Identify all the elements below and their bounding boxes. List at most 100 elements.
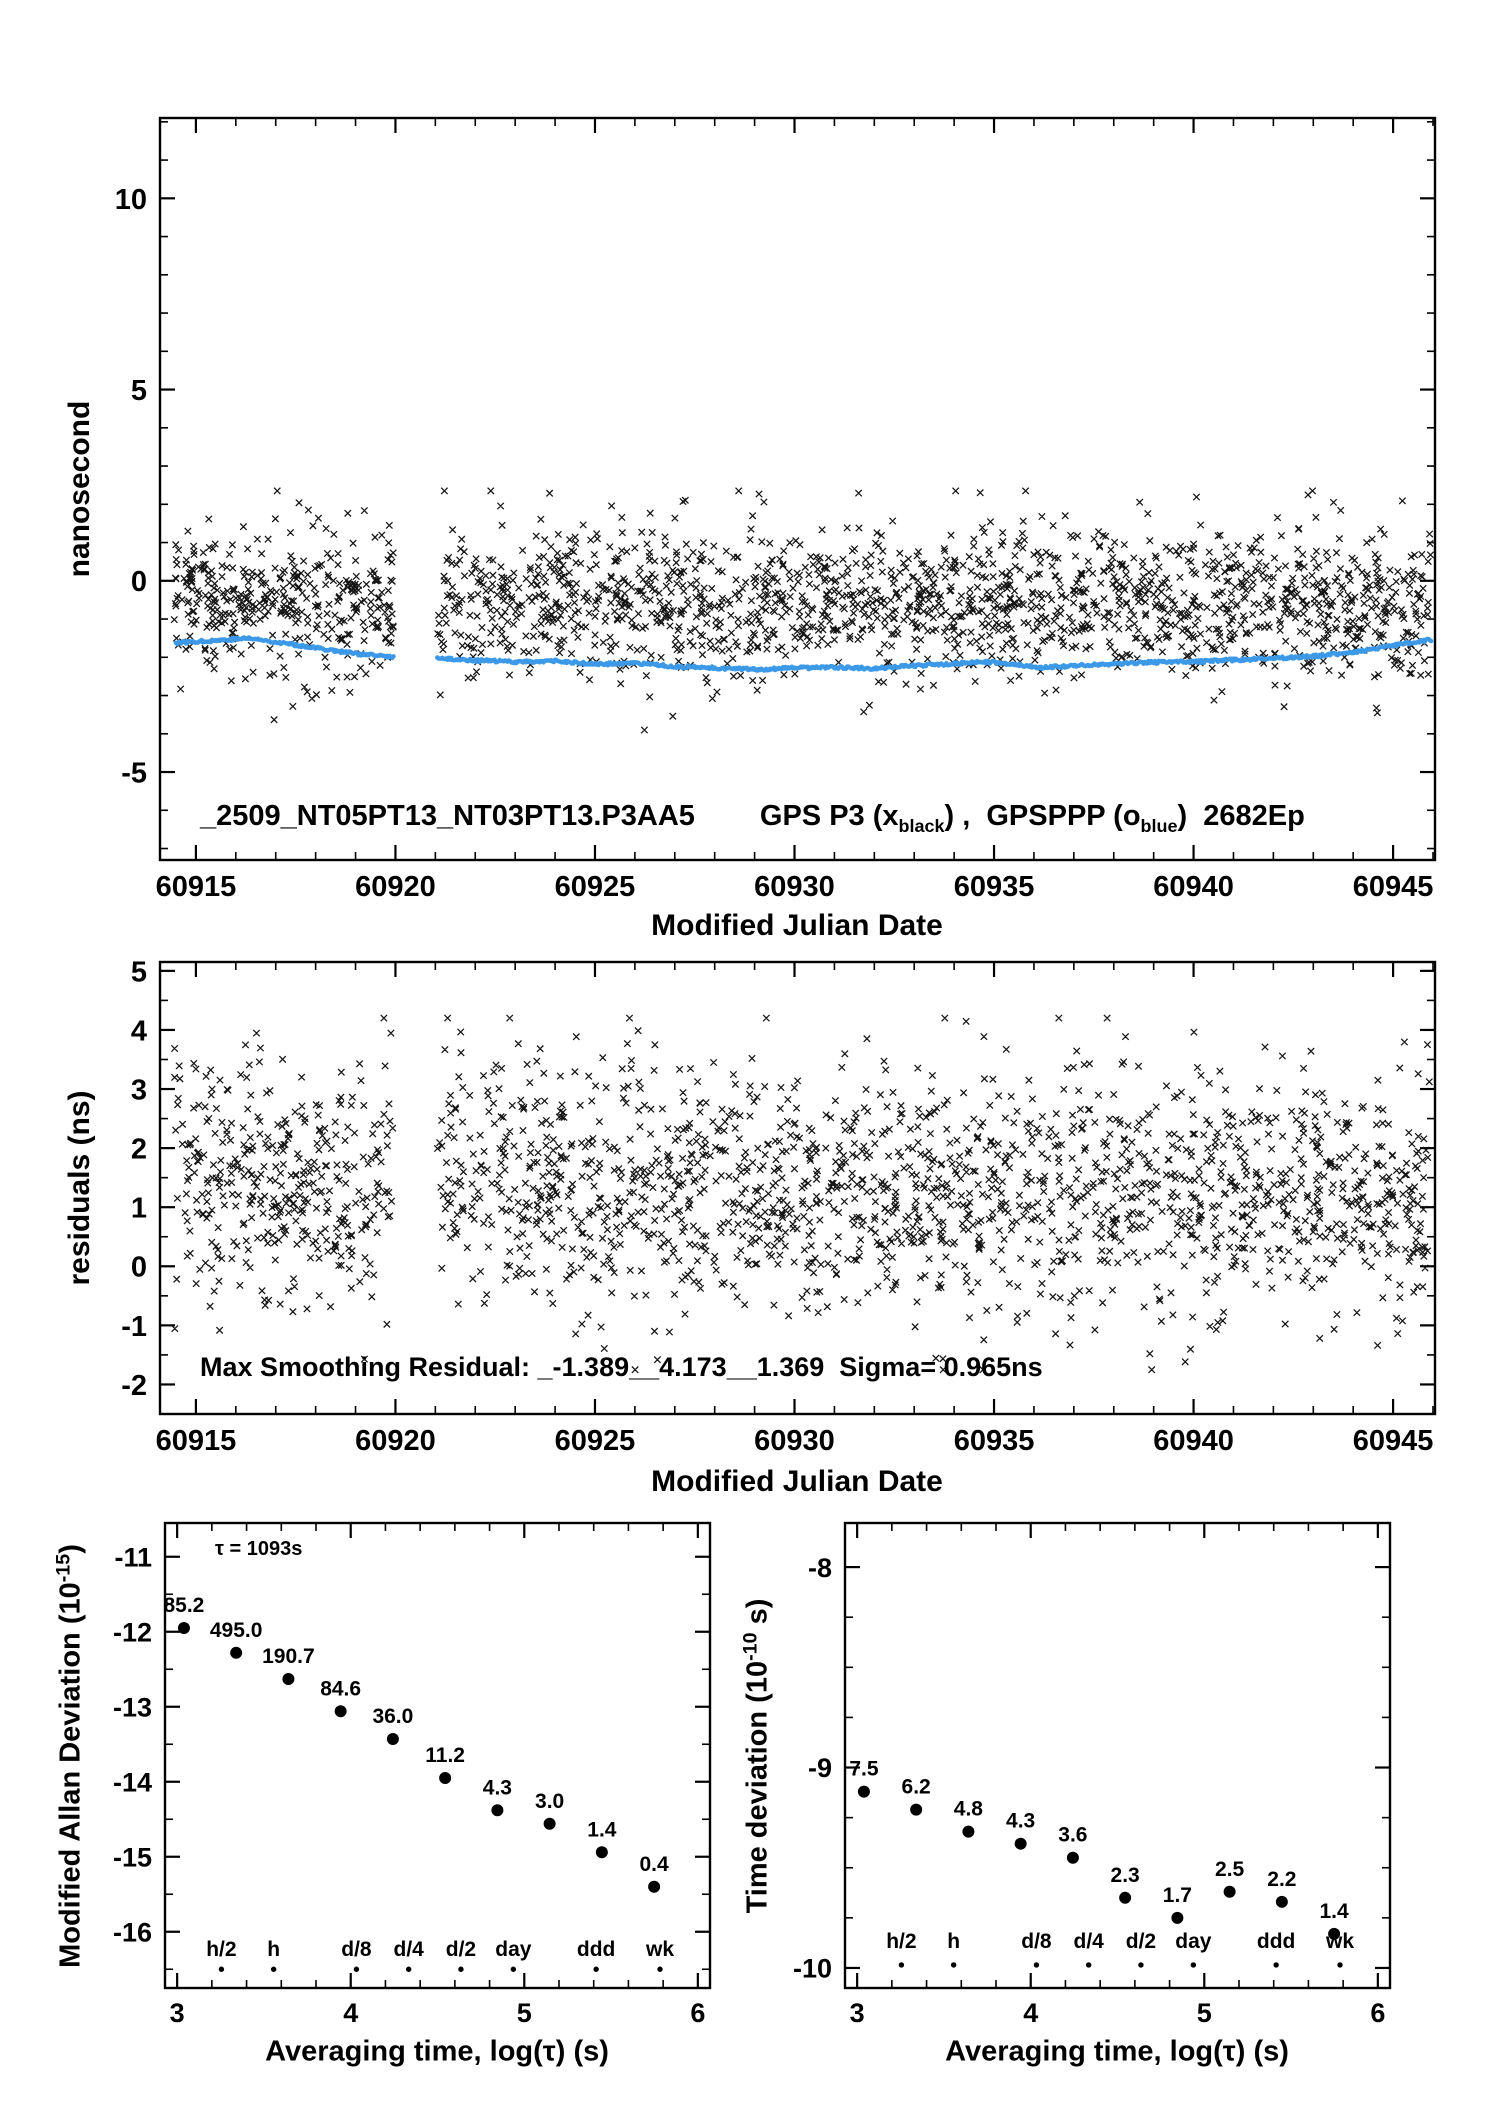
svg-text:wk: wk: [645, 1938, 674, 1961]
svg-text:60945: 60945: [1353, 871, 1434, 903]
svg-text:7.5: 7.5: [849, 1758, 879, 1781]
mdev-y-axis-title: Modified Allan Deviation (10-15): [52, 1544, 87, 1968]
svg-text:60935: 60935: [954, 1425, 1035, 1457]
svg-text:d/4: d/4: [394, 1938, 425, 1961]
svg-text:60930: 60930: [754, 1425, 835, 1457]
top-chart-title: _2509_NT05PT13_NT03PT13.P3AA5 GPS P3 (xbl…: [200, 800, 1305, 836]
svg-text:5: 5: [131, 956, 147, 988]
svg-text:d/2: d/2: [1126, 1930, 1156, 1953]
legend-ppp-subscript: blue: [1140, 815, 1178, 836]
mdev-y-title-close: ): [54, 1544, 87, 1554]
tau-annotation: τ = 1093s: [215, 1538, 303, 1560]
svg-text:wk: wk: [1325, 1930, 1354, 1953]
svg-text:d/8: d/8: [341, 1938, 372, 1961]
svg-text:1.4: 1.4: [1320, 1900, 1350, 1923]
top-x-axis-title: Modified Julian Date: [651, 908, 943, 942]
svg-text:60935: 60935: [954, 871, 1035, 903]
svg-text:495.0: 495.0: [210, 1619, 263, 1642]
svg-text:4.3: 4.3: [1006, 1810, 1035, 1833]
svg-text:-9: -9: [808, 1753, 832, 1783]
svg-text:60925: 60925: [555, 1425, 636, 1457]
svg-text:6.2: 6.2: [902, 1776, 931, 1799]
legend-mid-label: ) , GPSPPP (o: [944, 800, 1141, 832]
svg-text:3: 3: [850, 1998, 865, 2028]
tdev-y-axis-title: Time deviation (10-10 s): [739, 1599, 774, 1914]
svg-text:60945: 60945: [1353, 1425, 1434, 1457]
tdev-x-axis-title: Averaging time, log(τ) (s): [945, 2035, 1289, 2068]
dataset-name: _2509_NT05PT13_NT03PT13.P3AA5: [200, 800, 695, 832]
svg-text:ddd: ddd: [577, 1938, 615, 1961]
svg-text:-8: -8: [808, 1553, 832, 1583]
svg-text:-12: -12: [113, 1617, 152, 1647]
svg-text:0: 0: [131, 566, 147, 598]
svg-text:4: 4: [343, 1998, 358, 2028]
legend-gps-subscript: black: [898, 815, 945, 836]
svg-text:5: 5: [131, 375, 147, 407]
mdev-y-title-text: Modified Allan Deviation (10: [54, 1582, 87, 1968]
svg-text:-10: -10: [793, 1954, 832, 1984]
svg-text:60925: 60925: [555, 871, 636, 903]
svg-text:6: 6: [690, 1998, 705, 2028]
svg-text:ddd: ddd: [1257, 1930, 1295, 1953]
svg-text:h: h: [267, 1938, 280, 1961]
mdev-y-title-exponent: -15: [52, 1553, 75, 1583]
svg-text:-5: -5: [121, 757, 147, 789]
svg-text:day: day: [1175, 1930, 1212, 1953]
svg-text:190.7: 190.7: [262, 1645, 315, 1668]
svg-text:-14: -14: [113, 1767, 152, 1797]
svg-text:60915: 60915: [156, 1425, 237, 1457]
svg-text:h/2: h/2: [886, 1930, 916, 1953]
svg-text:5: 5: [1197, 1998, 1212, 2028]
svg-text:h/2: h/2: [206, 1938, 236, 1961]
svg-text:60940: 60940: [1153, 871, 1234, 903]
svg-text:0.4: 0.4: [640, 1853, 670, 1876]
mdev-x-axis-title: Averaging time, log(τ) (s): [265, 2035, 609, 2068]
svg-text:4: 4: [1023, 1998, 1038, 2028]
svg-text:60915: 60915: [156, 871, 237, 903]
svg-text:-16: -16: [113, 1917, 152, 1947]
svg-text:3: 3: [131, 1074, 147, 1106]
tdev-y-title-close: s): [741, 1598, 774, 1633]
svg-text:1.4: 1.4: [587, 1818, 617, 1841]
svg-text:4.3: 4.3: [483, 1776, 512, 1799]
svg-text:10: 10: [115, 184, 147, 216]
svg-text:85.2: 85.2: [163, 1594, 204, 1617]
svg-text:d/8: d/8: [1021, 1930, 1052, 1953]
legend-gps-label: GPS P3 (x: [759, 800, 899, 832]
svg-text:2: 2: [131, 1134, 147, 1166]
svg-text:11.2: 11.2: [425, 1744, 465, 1767]
svg-text:60930: 60930: [754, 871, 835, 903]
legend-epoch-count: ) 2682Ep: [1177, 800, 1305, 832]
series-legend: GPS P3 (xblack) , GPSPPP (oblue) 2682Ep: [759, 800, 1305, 836]
svg-text:0: 0: [131, 1252, 147, 1284]
smoothing-residual-annotation: Max Smoothing Residual: _-1.389__4.173__…: [200, 1352, 1043, 1382]
svg-text:-11: -11: [114, 1542, 152, 1572]
svg-text:day: day: [495, 1938, 532, 1961]
svg-text:6: 6: [1370, 1998, 1385, 2028]
svg-text:60920: 60920: [355, 1425, 436, 1457]
svg-text:4: 4: [131, 1015, 147, 1047]
svg-text:-13: -13: [113, 1692, 152, 1722]
svg-text:60940: 60940: [1153, 1425, 1234, 1457]
svg-text:d/2: d/2: [446, 1938, 476, 1961]
tdev-y-title-text: Time deviation (10: [741, 1660, 774, 1914]
svg-text:84.6: 84.6: [320, 1677, 361, 1700]
svg-text:2.2: 2.2: [1267, 1868, 1296, 1891]
svg-text:3.6: 3.6: [1058, 1824, 1087, 1847]
svg-text:-15: -15: [113, 1842, 152, 1872]
svg-text:3: 3: [170, 1998, 185, 2028]
tdev-y-title-exponent: -10: [739, 1632, 762, 1661]
svg-text:h: h: [947, 1930, 960, 1953]
middle-y-axis-title: residuals (ns): [62, 1090, 96, 1286]
svg-text:36.0: 36.0: [372, 1705, 413, 1728]
svg-text:1: 1: [131, 1193, 147, 1225]
svg-text:1.7: 1.7: [1163, 1884, 1192, 1907]
svg-text:-2: -2: [121, 1370, 147, 1402]
svg-text:60920: 60920: [355, 871, 436, 903]
svg-text:3.0: 3.0: [535, 1790, 564, 1813]
middle-x-axis-title: Modified Julian Date: [651, 1464, 943, 1498]
top-y-axis-title: nanosecond: [62, 400, 96, 578]
svg-text:-1: -1: [121, 1311, 147, 1343]
